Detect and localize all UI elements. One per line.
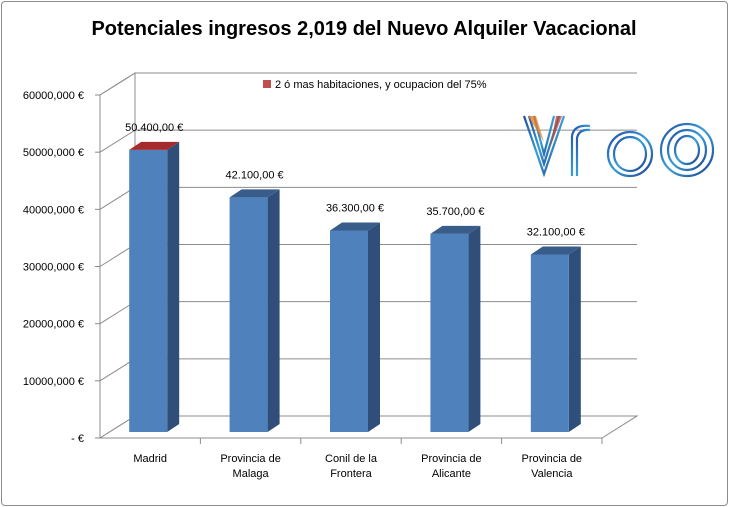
legend-swatch (263, 80, 271, 88)
gridline-diagonal (99, 244, 136, 267)
data-label: 42.100,00 € (226, 169, 284, 181)
bar-front (229, 197, 268, 432)
bar-top (330, 222, 380, 231)
x-tick-label: Madrid (133, 453, 167, 465)
bar (229, 189, 280, 432)
y-tick-label: 50000,000 € (23, 147, 84, 159)
x-tick-label: Frontera (330, 468, 372, 480)
x-tick-label: Provincia de (522, 453, 583, 465)
bar-side (167, 141, 180, 432)
legend: 2 ó mas habitaciones, y ocupacion del 75… (263, 79, 487, 91)
chart-title: Potenciales ingresos 2,019 del Nuevo Alq… (91, 18, 636, 40)
bar-front (430, 233, 469, 432)
bar-side (267, 189, 280, 432)
bar (129, 141, 180, 432)
y-tick-label: - € (71, 433, 84, 445)
bar-side (568, 246, 581, 432)
bar-top (530, 246, 581, 255)
y-tick-label: 60000,000 € (23, 90, 84, 102)
bar (530, 246, 581, 432)
x-tick-label: Provincia de (220, 453, 281, 465)
x-tick-label: Malaga (233, 468, 270, 480)
y-tick-label: 20000,000 € (23, 319, 84, 331)
gridline-diagonal (99, 72, 136, 96)
data-label: 32.100,00 € (527, 226, 585, 238)
x-tick-label: Alicante (432, 468, 471, 480)
data-label: 36.300,00 € (326, 202, 384, 214)
bar (330, 222, 380, 432)
y-tick-label: 40000,000 € (23, 204, 84, 216)
bar (430, 225, 481, 432)
bar-side (468, 225, 481, 432)
y-tick-label: 30000,000 € (23, 262, 84, 274)
bar-front (530, 254, 569, 432)
bar-front (330, 230, 368, 432)
bar-front (129, 149, 168, 432)
y-tick-label: 10000,000 € (23, 376, 84, 388)
bar-top (129, 141, 180, 150)
bar-top (430, 225, 481, 234)
bar-top (229, 189, 280, 198)
gridline-diagonal (99, 186, 136, 210)
gridline-diagonal (99, 129, 136, 153)
data-label: 50.400,00 € (125, 122, 183, 134)
x-tick-label: Valencia (531, 468, 573, 480)
gridline-diagonal (99, 358, 136, 382)
bar-side (368, 222, 380, 432)
legend-label: 2 ó mas habitaciones, y ocupacion del 75… (275, 79, 487, 91)
x-tick-label: Provincia de (421, 453, 482, 465)
plot-area: - € 10000,000 € 20000,000 € 30000,000 € 4000… (23, 72, 639, 480)
x-tick-label: Conil de la (325, 453, 378, 465)
data-label: 35.700,00 € (426, 206, 484, 218)
gridline-diagonal (99, 301, 136, 325)
vrbo-logo (522, 114, 715, 178)
